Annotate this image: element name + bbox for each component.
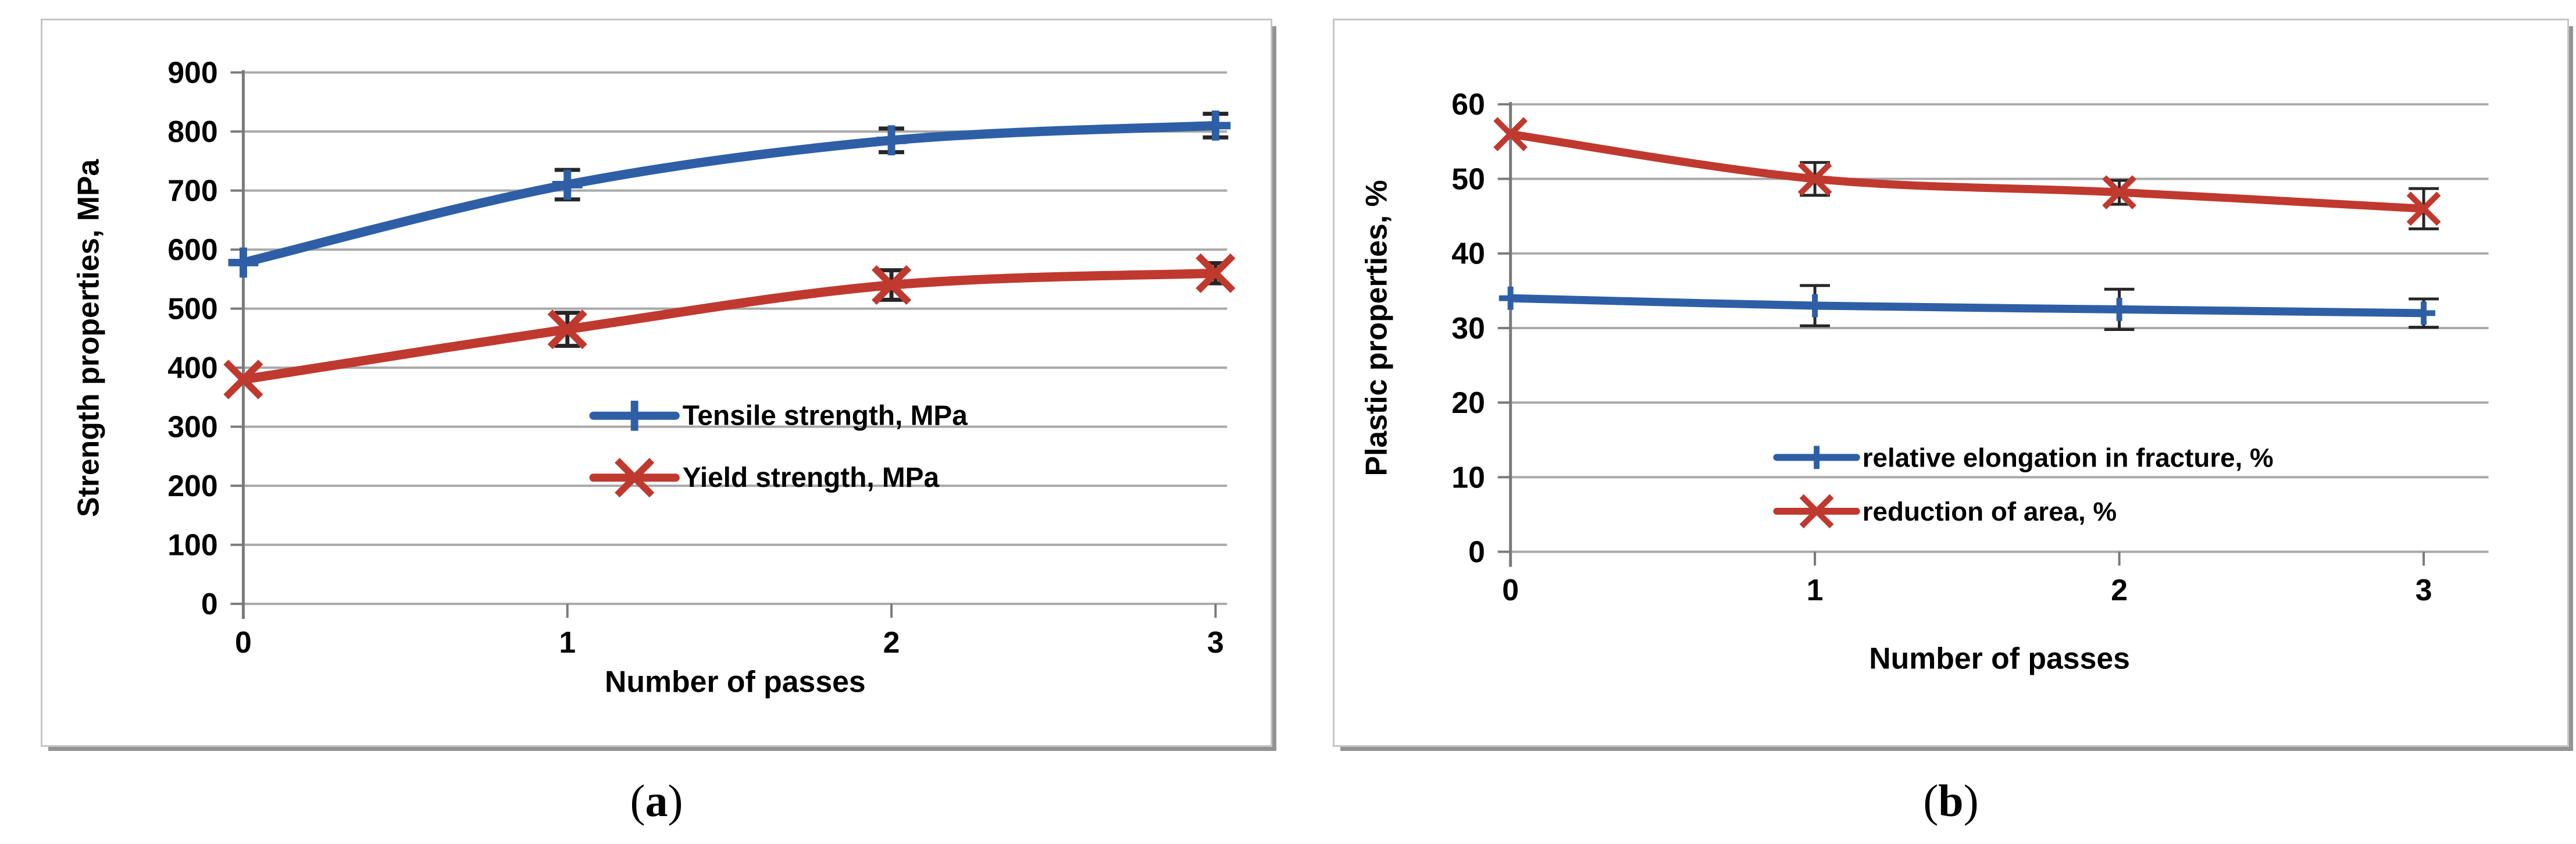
y-tick-label: 800	[167, 115, 217, 148]
panel-a: 0 100 200 300 400 500 600 700 800 900 0 1 2 3 Number o…	[41, 19, 1272, 747]
chart-b-plastic-properties: 0 10 20 30 40 50 60 0 1 2 3 Number of passes Plastic…	[1360, 87, 2489, 675]
x-marker-icon	[2102, 175, 2136, 209]
x-tick-label: 2	[2111, 573, 2128, 607]
y-tick-label: 400	[167, 351, 217, 384]
panel-b: 0 10 20 30 40 50 60 0 1 2 3 Number of passes Plastic…	[1333, 19, 2569, 747]
x-marker-icon	[547, 309, 587, 350]
legend-label: Yield strength, MPa	[683, 462, 940, 493]
y-tick-label: 20	[1451, 386, 1485, 419]
caption-b-letter: b	[1938, 775, 1964, 826]
x-tick-label: 3	[2416, 573, 2432, 607]
x-marker-icon	[1799, 494, 1834, 529]
y-tick-label: 300	[167, 410, 217, 444]
x-tick-label: 1	[559, 625, 576, 659]
y-tick-label: 200	[167, 469, 217, 503]
series-line-0	[238, 120, 1221, 268]
caption-b: (b)	[1333, 769, 2569, 833]
y-tick-label: 50	[1451, 162, 1485, 195]
caption-b-open-paren: (	[1923, 775, 1939, 826]
caption-a: (a)	[41, 769, 1272, 833]
y-tick-label: 600	[167, 233, 217, 266]
legend-label: reduction of area, %	[1863, 497, 2117, 526]
x-tick-label: 3	[1207, 625, 1224, 659]
series-line-1	[238, 268, 1221, 384]
y-tick-label: 10	[1451, 460, 1485, 494]
x-tick-label: 0	[1502, 573, 1519, 607]
y-tick-label: 0	[201, 587, 218, 621]
y-tick-label: 60	[1451, 87, 1485, 121]
x-tick-label: 2	[883, 625, 900, 659]
series-line-0	[1506, 294, 2428, 318]
y-tick-label: 100	[167, 528, 217, 562]
caption-a-close-paren: )	[668, 775, 683, 826]
caption-b-close-paren: )	[1963, 775, 1979, 826]
y-axis-title: Plastic properties, %	[1360, 180, 1393, 476]
caption-a-letter: a	[645, 775, 668, 826]
y-axis-title: Strength properties, MPa	[72, 158, 105, 517]
y-tick-label: 40	[1451, 237, 1485, 270]
y-tick-label: 500	[167, 292, 217, 326]
x-tick-label: 1	[1807, 573, 1824, 607]
x-marker-icon	[1797, 162, 1832, 196]
x-marker-icon	[615, 458, 655, 498]
chart-root: 0 10 20 30 40 50 60 0 1 2 3 Number of passes Plastic…	[1360, 87, 2489, 675]
x-axis-title: Number of passes	[605, 664, 866, 698]
x-axis-title: Number of passes	[1869, 642, 2130, 675]
x-tick-label: 0	[235, 625, 252, 659]
x-marker-icon	[1493, 117, 1528, 151]
y-tick-label: 30	[1451, 311, 1485, 345]
x-marker-icon	[1196, 253, 1236, 293]
x-marker-icon	[871, 265, 912, 305]
y-tick-label: 700	[167, 174, 217, 208]
caption-a-open-paren: (	[630, 775, 645, 826]
y-tick-label: 900	[167, 55, 217, 89]
x-marker-icon	[2406, 191, 2441, 226]
series-line-1	[1506, 130, 2428, 213]
chart-root: 0 100 200 300 400 500 600 700 800 900 0 1 2 3 Number o…	[72, 55, 1236, 698]
legend-label: relative elongation in fracture, %	[1863, 443, 2274, 472]
chart-a-strength-properties: 0 100 200 300 400 500 600 700 800 900 0 1 2 3 Number o…	[72, 55, 1236, 698]
x-marker-icon	[223, 359, 263, 400]
legend-label: Tensile strength, MPa	[683, 401, 968, 432]
y-tick-label: 0	[1468, 535, 1485, 569]
